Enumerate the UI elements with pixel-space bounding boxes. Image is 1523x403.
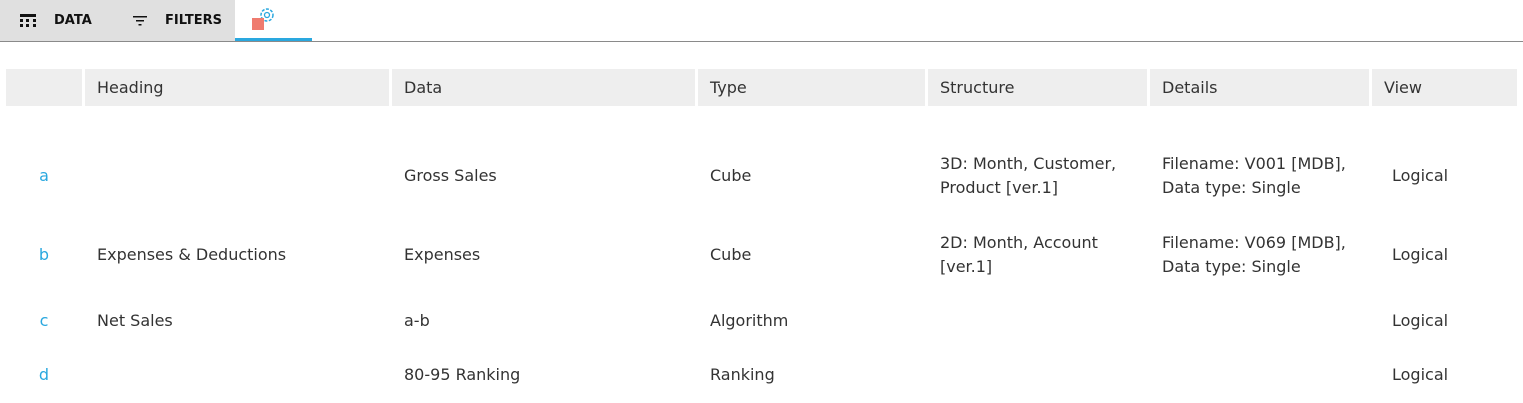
tab-filters-label: FILTERS — [165, 13, 222, 28]
cell-structure: 3D: Month, Customer, Product [ver.1] — [940, 154, 1117, 197]
tab-filters[interactable]: FILTERS — [133, 0, 222, 41]
col-id — [6, 69, 82, 106]
row-id-link[interactable]: c — [39, 311, 49, 330]
tab-data-label: DATA — [54, 13, 92, 28]
cell-type: Cube — [710, 245, 752, 264]
cell-structure — [928, 294, 1147, 348]
settings-icon — [251, 8, 274, 30]
cell-data: a-b — [404, 311, 430, 330]
col-type: Type — [698, 69, 925, 106]
tab-bar: DATA FILTERS — [0, 0, 1523, 42]
tab-settings[interactable] — [235, 0, 312, 41]
table-row[interactable]: a Gross Sales Cube 3D: Month, Customer, Pro… — [6, 106, 1517, 216]
cell-view: Logical — [1392, 166, 1449, 185]
row-id-link[interactable]: a — [39, 166, 49, 185]
cell-details: Filename: V069 [MDB], Data type: Single — [1162, 233, 1346, 276]
col-heading: Heading — [85, 69, 389, 106]
cell-data: Gross Sales — [404, 166, 497, 185]
cell-type: Ranking — [710, 365, 775, 384]
cell-data: Expenses — [404, 245, 481, 264]
cell-type: Algorithm — [710, 311, 789, 330]
col-details: Details — [1150, 69, 1369, 106]
cell-data: 80-95 Ranking — [404, 365, 521, 384]
cell-view: Logical — [1392, 365, 1449, 384]
col-view: View — [1372, 69, 1517, 106]
grid-icon — [20, 13, 36, 27]
cell-structure: 2D: Month, Account [ver.1] — [940, 233, 1098, 276]
table-row[interactable]: d 80-95 Ranking Ranking Logical — [6, 348, 1517, 402]
col-structure: Structure — [928, 69, 1147, 106]
cell-heading: Net Sales — [97, 311, 173, 330]
cell-structure — [928, 348, 1147, 402]
cell-view: Logical — [1392, 311, 1449, 330]
cell-view: Logical — [1392, 245, 1449, 264]
row-id-link[interactable]: b — [38, 245, 50, 264]
cell-heading — [85, 348, 389, 402]
col-data: Data — [392, 69, 695, 106]
cell-heading: Expenses & Deductions — [97, 245, 287, 264]
filter-icon — [133, 15, 147, 25]
cell-details — [1150, 348, 1369, 402]
cell-details: Filename: V001 [MDB], Data type: Single — [1162, 154, 1346, 197]
table-row[interactable]: c Net Sales a-b Algorithm Logical — [6, 294, 1517, 348]
data-table: Heading Data Type Structure Details View… — [3, 69, 1520, 402]
tab-bar-background — [0, 0, 235, 41]
table-row[interactable]: b Expenses & Deductions Expenses Cube 2D: Mo… — [6, 216, 1517, 294]
tab-data[interactable]: DATA — [20, 0, 92, 41]
row-id-link[interactable]: d — [38, 365, 50, 384]
cell-details — [1150, 294, 1369, 348]
table-header: Heading Data Type Structure Details View — [6, 69, 1517, 106]
cell-heading — [85, 106, 389, 216]
cell-type: Cube — [710, 166, 752, 185]
